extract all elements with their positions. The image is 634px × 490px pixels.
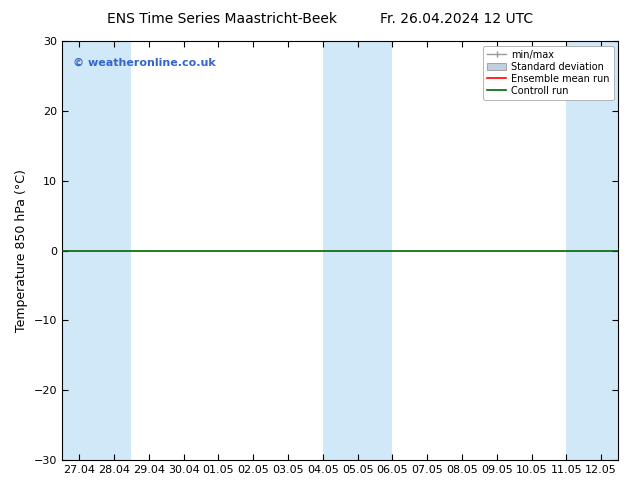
Text: © weatheronline.co.uk: © weatheronline.co.uk	[73, 58, 216, 68]
Y-axis label: Temperature 850 hPa (°C): Temperature 850 hPa (°C)	[15, 169, 28, 332]
Text: ENS Time Series Maastricht-Beek: ENS Time Series Maastricht-Beek	[107, 12, 337, 26]
Bar	[323, 41, 392, 460]
Legend: min/max, Standard deviation, Ensemble mean run, Controll run: min/max, Standard deviation, Ensemble me…	[483, 46, 614, 99]
Bar	[566, 41, 619, 460]
Bar	[62, 41, 131, 460]
Text: Fr. 26.04.2024 12 UTC: Fr. 26.04.2024 12 UTC	[380, 12, 533, 26]
